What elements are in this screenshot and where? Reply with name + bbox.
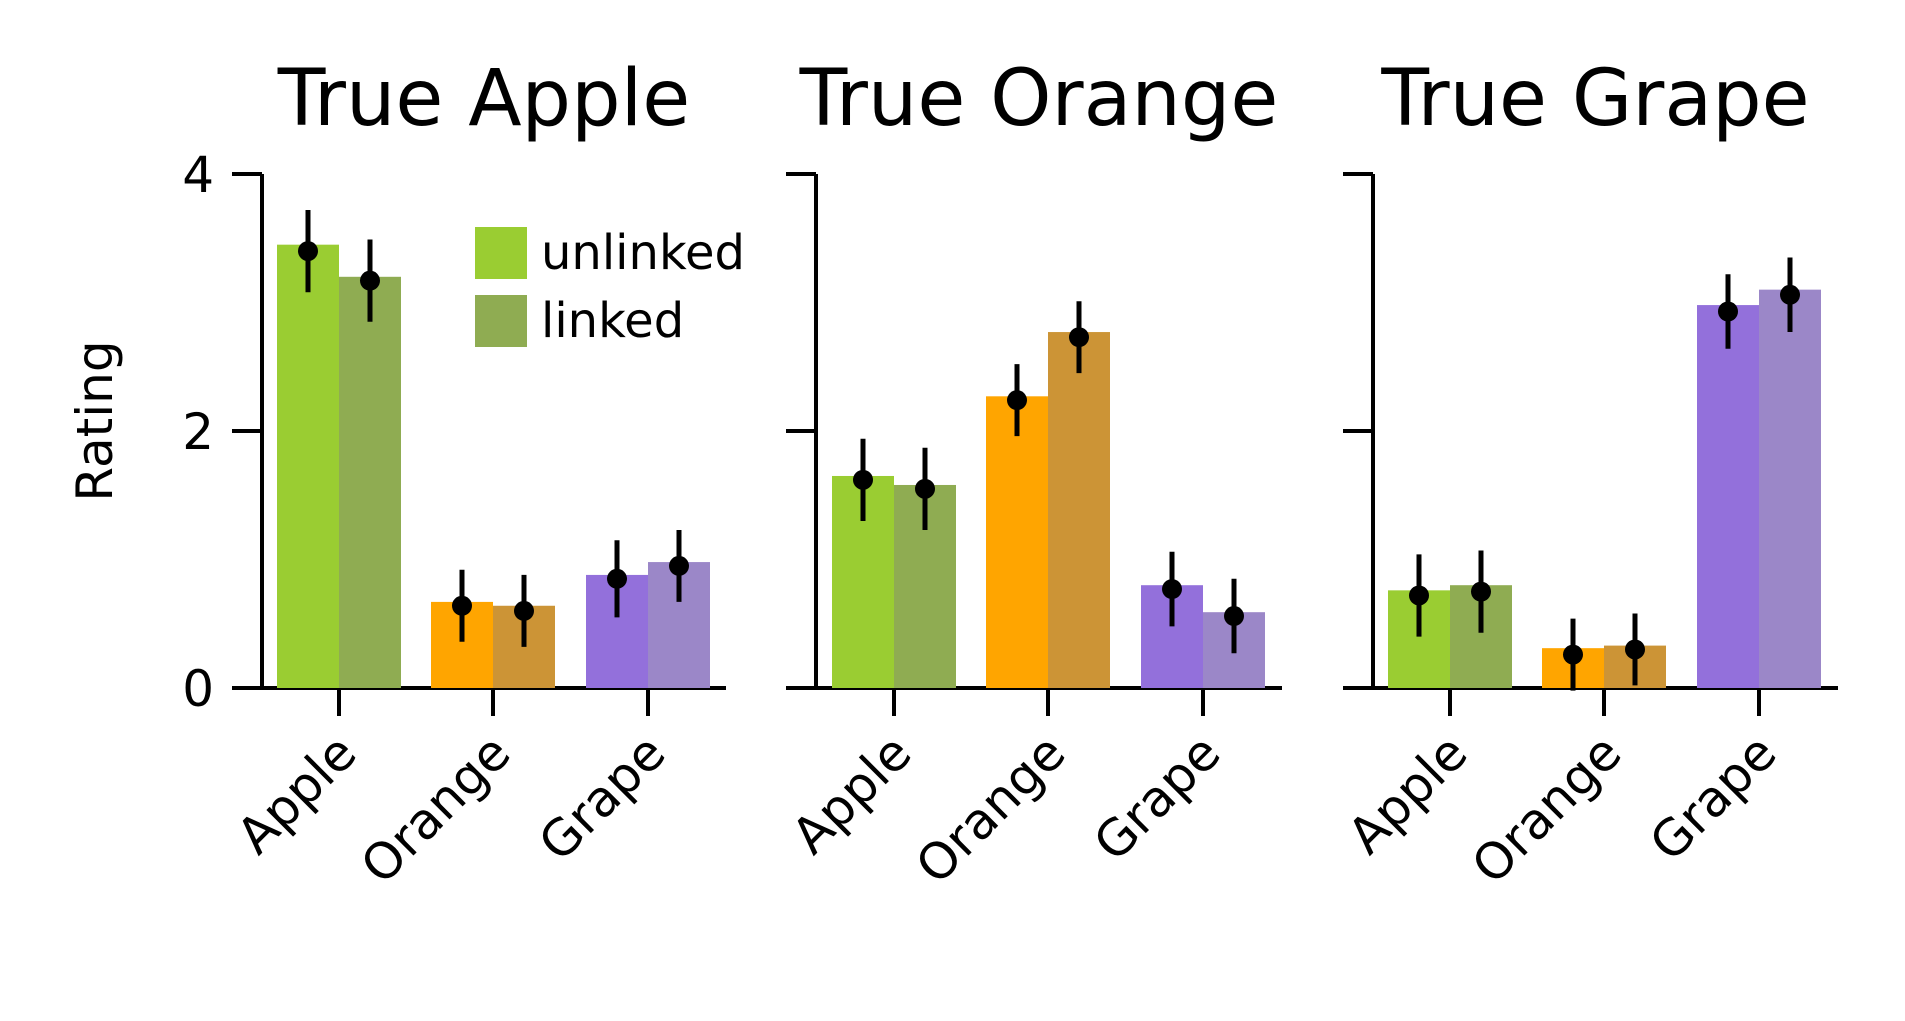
bar	[1048, 332, 1110, 688]
legend-label: linked	[541, 293, 684, 349]
mean-point	[607, 568, 627, 589]
mean-point	[1409, 585, 1429, 606]
bar	[1697, 305, 1759, 688]
bar	[1759, 289, 1821, 688]
mean-point	[1069, 327, 1089, 348]
legend-swatch	[475, 295, 527, 347]
x-tick-label: Orange	[905, 723, 1077, 895]
x-tick-label: Grape	[1083, 723, 1232, 872]
mean-point	[1718, 301, 1738, 322]
mean-point	[1224, 606, 1244, 627]
panel-title: True Grape	[1380, 54, 1809, 144]
mean-point	[360, 270, 380, 291]
mean-point	[514, 600, 534, 621]
mean-point	[452, 595, 472, 616]
x-tick-label: Apple	[781, 723, 923, 865]
mean-point	[915, 478, 935, 499]
mean-point	[1471, 581, 1491, 602]
mean-point	[1563, 644, 1583, 665]
x-tick-label: Orange	[1461, 723, 1633, 895]
legend-label: unlinked	[541, 225, 745, 281]
panel-title: True Orange	[799, 54, 1279, 144]
y-tick-label: 0	[182, 660, 214, 718]
x-tick-label: Grape	[528, 723, 677, 872]
bar	[339, 276, 401, 688]
mean-point	[669, 555, 689, 576]
x-tick-label: Apple	[226, 723, 368, 865]
bar	[986, 396, 1048, 688]
y-tick-label: 2	[182, 403, 214, 461]
legend-swatch	[475, 227, 527, 279]
mean-point	[1625, 639, 1645, 660]
x-tick-label: Orange	[350, 723, 522, 895]
x-tick-label: Apple	[1337, 723, 1479, 865]
y-tick-label: 4	[182, 146, 214, 204]
panel-title: True Apple	[277, 54, 691, 144]
x-tick-label: Grape	[1639, 723, 1788, 872]
bar	[277, 244, 339, 689]
y-axis-label: Rating	[66, 340, 124, 501]
mean-point	[1007, 390, 1027, 411]
mean-point	[1162, 579, 1182, 600]
mean-point	[298, 241, 318, 262]
mean-point	[853, 469, 873, 490]
mean-point	[1780, 284, 1800, 305]
